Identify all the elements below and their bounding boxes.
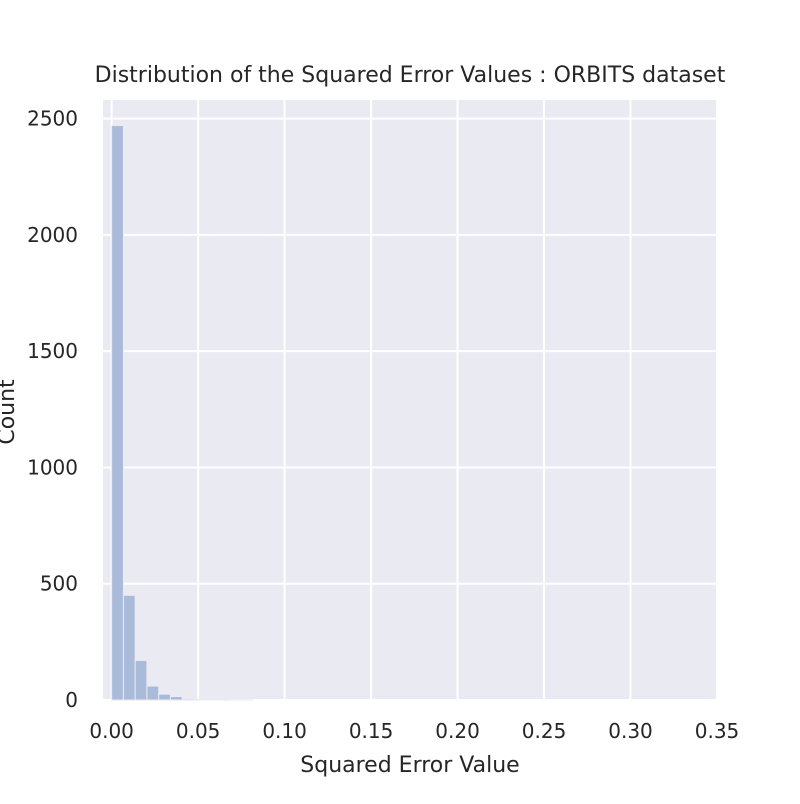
x-tick-label: 0.10	[262, 719, 307, 743]
x-tick-label: 0.00	[89, 719, 134, 743]
x-tick-label: 0.35	[695, 719, 740, 743]
y-tick-label: 500	[40, 572, 78, 596]
histogram-bar	[112, 126, 124, 700]
y-axis-label: Count	[0, 379, 20, 445]
histogram-bar	[123, 595, 135, 700]
histogram-bar	[159, 694, 171, 700]
histogram-bar	[170, 697, 182, 700]
y-tick-label: 0	[65, 688, 78, 712]
histogram-bar	[147, 686, 159, 700]
chart-title: Distribution of the Squared Error Values…	[95, 63, 726, 88]
x-tick-label: 0.25	[522, 719, 567, 743]
y-tick-label: 1000	[27, 455, 78, 479]
histogram-bar	[182, 699, 194, 700]
histogram-bar	[194, 699, 206, 700]
y-tick-label: 2500	[27, 107, 78, 131]
x-tick-label: 0.05	[176, 719, 221, 743]
x-axis-ticks: 0.00 0.05 0.10 0.15 0.20 0.25 0.30 0.35	[89, 719, 739, 743]
y-axis-ticks: 0 500 1000 1500 2000 2500	[27, 107, 78, 712]
x-tick-label: 0.15	[349, 719, 394, 743]
y-tick-label: 2000	[27, 223, 78, 247]
x-tick-label: 0.30	[608, 719, 653, 743]
y-tick-label: 1500	[27, 339, 78, 363]
x-axis-label: Squared Error Value	[300, 753, 519, 778]
histogram-bar	[135, 660, 147, 700]
plot-area	[103, 100, 717, 700]
x-tick-label: 0.20	[435, 719, 480, 743]
